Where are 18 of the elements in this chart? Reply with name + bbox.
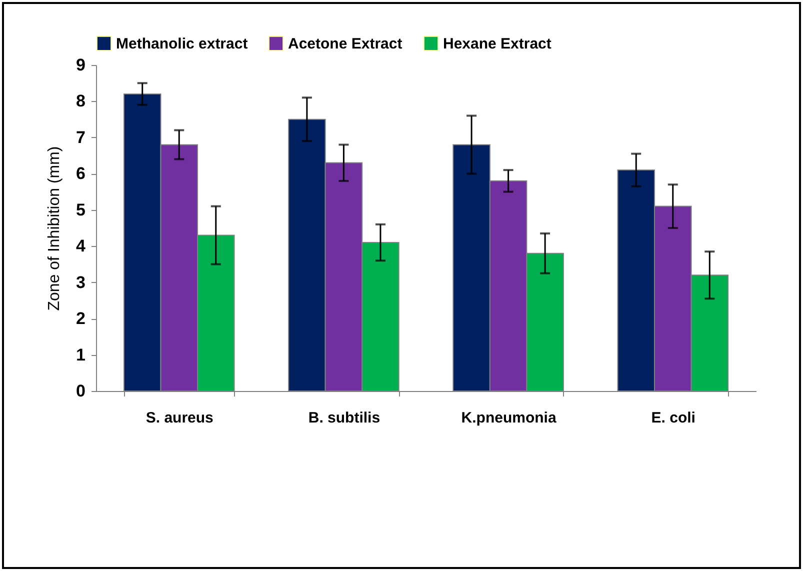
y-tick-label: 5: [76, 200, 86, 220]
x-tick-label: S. aureus: [146, 410, 214, 426]
legend-label: Hexane Extract: [443, 35, 552, 52]
y-tick-label: 7: [76, 128, 86, 147]
y-tick-label: 8: [76, 92, 86, 111]
x-tick-label: E. coli: [651, 410, 696, 426]
legend-label: Acetone Extract: [288, 35, 402, 52]
x-tick-label: B. subtilis: [308, 410, 380, 426]
y-tick-label: 2: [76, 309, 86, 328]
y-tick-label: 0: [76, 382, 86, 400]
y-tick-label: 1: [76, 345, 86, 364]
y-axis-title: Zone of Inhibition (mm): [46, 146, 64, 311]
y-tick-label: 6: [76, 164, 86, 184]
y-tick-label: 4: [76, 236, 86, 256]
x-tick-label: K.pneumonia: [461, 410, 557, 426]
y-tick-label: 3: [76, 272, 86, 292]
y-tick-label: 9: [76, 56, 86, 74]
legend-label: Methanolic extract: [116, 35, 248, 52]
